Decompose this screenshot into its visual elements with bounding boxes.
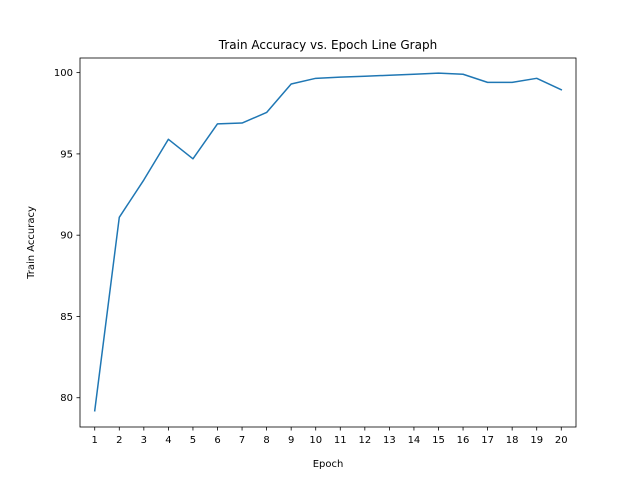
y-tick-label: 95 xyxy=(60,149,73,160)
y-tick-label: 80 xyxy=(60,393,73,404)
x-tick-label: 3 xyxy=(141,435,147,446)
x-axis-ticks: 1 2 3 4 5 6 7 8 9 10 11 12 13 14 15 16 17 18 19 20 xyxy=(92,427,568,446)
x-tick-label: 19 xyxy=(530,435,543,446)
x-tick-label: 20 xyxy=(555,435,568,446)
x-tick-label: 4 xyxy=(165,435,171,446)
x-tick-label: 18 xyxy=(506,435,519,446)
series-layer xyxy=(93,72,563,412)
x-tick-label: 10 xyxy=(309,435,322,446)
chart-title: Train Accuracy vs. Epoch Line Graph xyxy=(218,38,437,52)
series-line xyxy=(93,72,563,412)
x-tick-label: 9 xyxy=(288,435,294,446)
x-tick-label: 7 xyxy=(239,435,245,446)
x-axis-label: Epoch xyxy=(313,459,344,470)
x-tick-label: 15 xyxy=(432,435,445,446)
plot-area xyxy=(80,58,576,427)
y-tick-label: 90 xyxy=(60,231,73,242)
x-tick-label: 12 xyxy=(358,435,371,446)
x-tick-label: 2 xyxy=(116,435,122,446)
plot-frame xyxy=(79,57,577,428)
x-tick-label: 13 xyxy=(383,435,396,446)
y-axis-label: Train Accuracy xyxy=(26,206,37,280)
x-tick-label: 11 xyxy=(334,435,347,446)
y-tick-label: 85 xyxy=(60,312,73,323)
x-tick-label: 8 xyxy=(263,435,269,446)
x-tick-label: 6 xyxy=(214,435,220,446)
x-tick-label: 14 xyxy=(408,435,421,446)
y-axis-ticks: 80 85 90 95 100 xyxy=(54,68,80,404)
x-tick-label: 17 xyxy=(481,435,494,446)
x-tick-label: 16 xyxy=(457,435,470,446)
y-tick-label: 100 xyxy=(54,68,73,79)
x-tick-label: 1 xyxy=(92,435,98,446)
x-tick-label: 5 xyxy=(190,435,196,446)
